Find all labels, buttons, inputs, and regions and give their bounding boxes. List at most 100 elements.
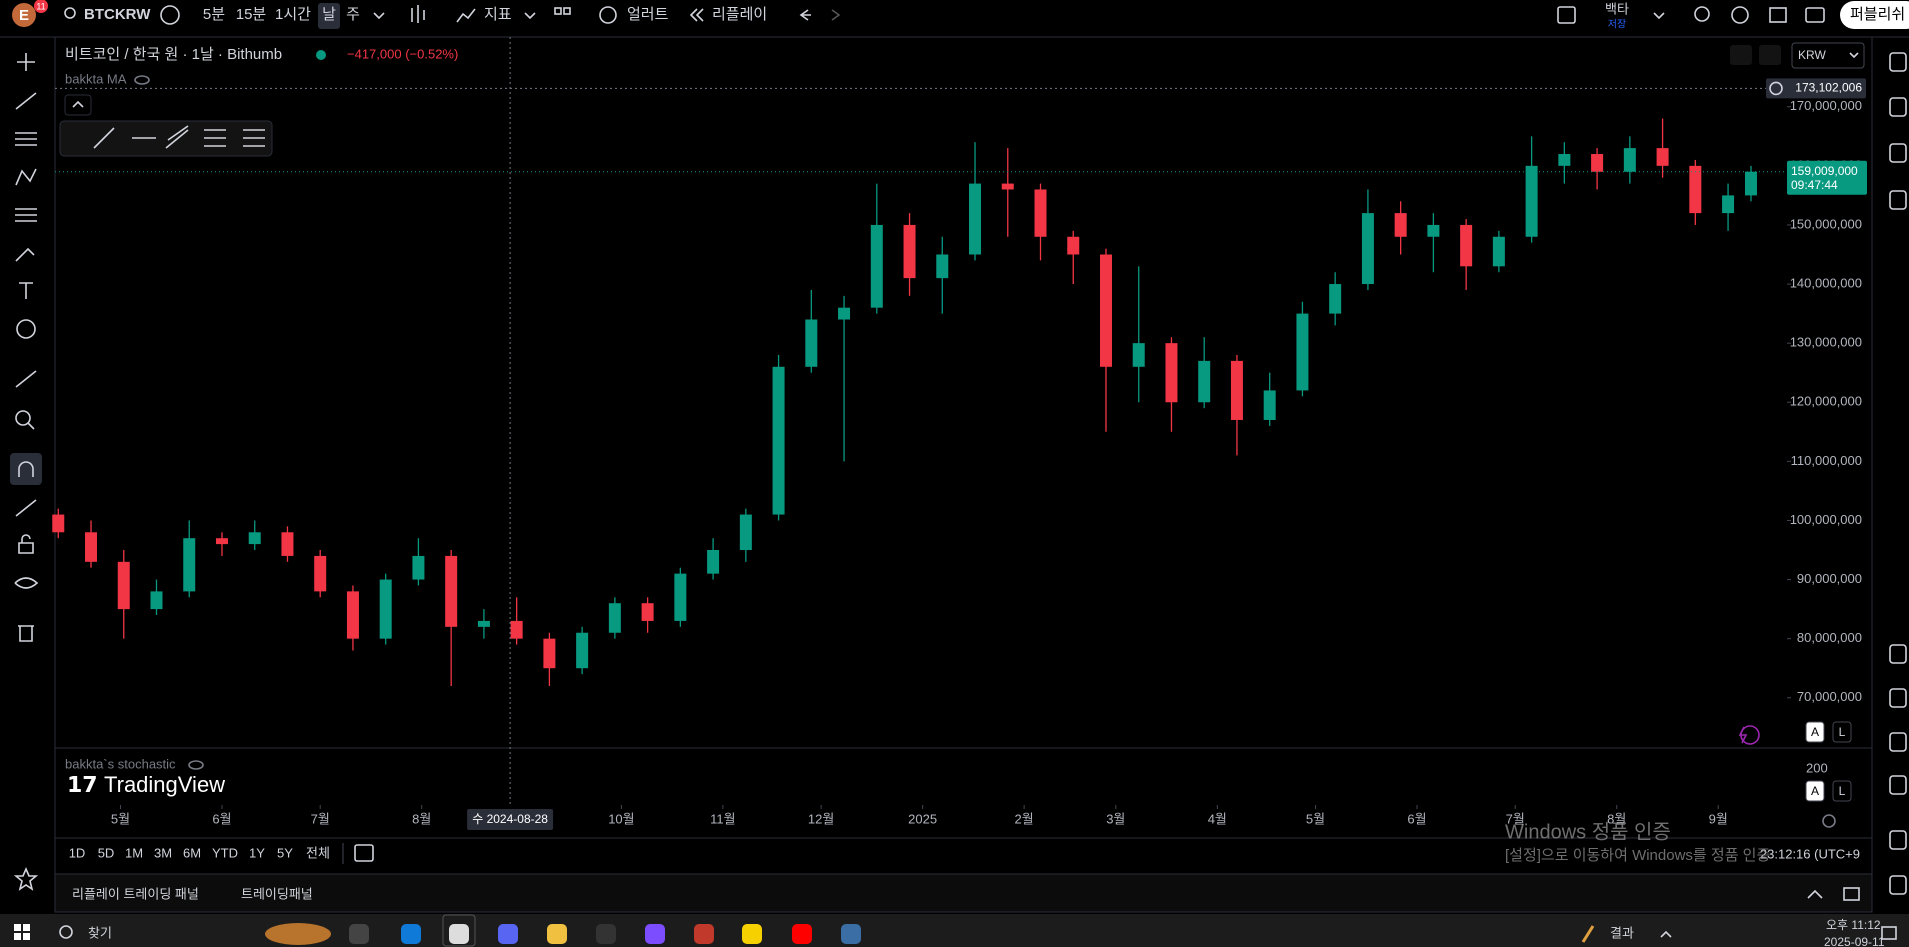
layout-icon[interactable] [554,7,562,15]
chart-type[interactable] [411,5,425,23]
symbol[interactable]: BTCKRW [84,6,151,23]
sidebar-icon[interactable] [1889,775,1907,795]
taskbar-app[interactable] [792,924,812,944]
sidebar-icon[interactable] [1889,190,1907,210]
tool-icon[interactable] [15,370,37,388]
range-button[interactable]: 5Y [277,845,293,860]
sidebar-icon[interactable] [1889,732,1907,752]
tool-icon[interactable] [18,625,34,642]
publish-button[interactable] [1840,1,1909,29]
range-button[interactable]: YTD [212,845,238,860]
scale-toggle[interactable] [1832,721,1852,743]
taskbar-app[interactable] [645,924,665,944]
sidebar-icon[interactable] [1889,97,1907,117]
taskbar-app[interactable] [694,924,714,944]
interval[interactable]: 5분 [203,6,225,23]
panel-maximize[interactable] [1843,887,1860,901]
taskbar-app[interactable] [449,924,469,944]
range-button[interactable]: 1M [125,845,143,860]
settings[interactable] [1731,6,1749,24]
range-button[interactable]: 6M [183,845,201,860]
tool-icon[interactable] [15,132,37,146]
taskbar-app[interactable] [742,924,762,944]
tool-icon[interactable] [16,319,36,339]
layout-menu[interactable] [1653,12,1665,20]
taskbar-app[interactable] [349,924,369,944]
save[interactable]: 저장 [1608,19,1626,31]
scale-toggle[interactable] [1805,780,1825,802]
alert[interactable]: 얼러트 [627,6,669,23]
backtest[interactable]: 백타 [1605,1,1629,16]
tool-icon[interactable] [15,168,37,186]
screenshot[interactable] [1805,7,1825,23]
tool-icon[interactable] [15,499,37,517]
panel-expand[interactable] [1807,889,1823,899]
search-icon[interactable] [64,7,76,19]
taskbar-app[interactable] [401,924,421,944]
start-button[interactable] [14,924,30,940]
notifications[interactable] [1881,926,1897,940]
tool-icon[interactable] [15,247,35,262]
taskbar-app[interactable] [498,924,518,944]
range-button[interactable]: 전체 [306,845,330,860]
quick-search[interactable] [1694,6,1710,22]
scale-toggle[interactable] [1805,721,1825,743]
scale-button[interactable] [1730,45,1752,65]
taskbar-app[interactable] [547,924,567,944]
add-symbol[interactable] [160,5,180,25]
tray-expand[interactable] [1660,930,1672,938]
tool-icon[interactable] [15,92,37,110]
range-button[interactable]: 5D [98,845,115,860]
sidebar-icon[interactable] [1889,688,1907,708]
tool-icon[interactable] [17,53,35,71]
scale-button[interactable] [1759,45,1781,65]
collapse-button[interactable] [64,94,92,116]
tool-icon[interactable] [13,866,39,891]
sidebar-icon[interactable] [1889,644,1907,664]
replay[interactable]: 리플레이 [712,6,767,23]
indicators-menu[interactable] [524,12,536,20]
taskbar-app[interactable] [596,924,616,944]
date-range-icon[interactable] [354,844,374,862]
avatar[interactable] [12,3,36,27]
tool-icon[interactable] [18,461,34,477]
tool-icon[interactable] [18,534,34,554]
weather[interactable]: 결과 [1610,925,1634,940]
visibility-icon[interactable] [188,760,204,770]
fullscreen[interactable] [1769,7,1787,23]
panel-tab[interactable]: 트레이딩패널 [241,886,313,901]
drawing-tools[interactable] [93,125,265,149]
panel-tab[interactable]: 리플레이 트레이딩 패널 [72,886,199,901]
replay-icon[interactable] [689,8,704,22]
sidebar-icon[interactable] [1889,875,1907,895]
undo[interactable] [799,9,811,21]
layout-square[interactable] [1557,6,1576,24]
range-button[interactable]: 1D [69,845,86,860]
taskbar-app[interactable] [841,924,861,944]
tool-icon[interactable] [15,410,35,430]
sidebar-icon[interactable] [1889,830,1907,850]
interval[interactable]: 1시간 [275,6,311,23]
indicators-icon[interactable] [456,8,476,23]
interval[interactable]: 주 [346,6,360,23]
layout-icon[interactable] [563,7,571,15]
scale-toggle[interactable] [1832,780,1852,802]
tool-icon[interactable] [15,208,37,222]
alert-icon[interactable] [599,6,617,24]
range-button[interactable]: 1Y [249,845,265,860]
sidebar-icon[interactable] [1889,143,1907,163]
currency-select[interactable] [1791,42,1865,69]
crosshair-add[interactable] [1769,81,1783,96]
redo[interactable] [831,9,841,21]
indicators[interactable]: 지표 [484,6,512,23]
visibility-icon[interactable] [134,75,150,85]
axis-settings[interactable] [1822,814,1836,828]
sidebar-icon[interactable] [1889,52,1907,72]
interval[interactable]: 15분 [236,6,267,23]
tool-icon[interactable] [19,282,33,299]
tool-icon[interactable] [14,577,39,589]
interval[interactable]: 날 [322,6,336,23]
interval-menu[interactable] [373,12,385,20]
range-button[interactable]: 3M [154,845,172,860]
taskbar-search[interactable]: 찾기 [88,925,112,940]
